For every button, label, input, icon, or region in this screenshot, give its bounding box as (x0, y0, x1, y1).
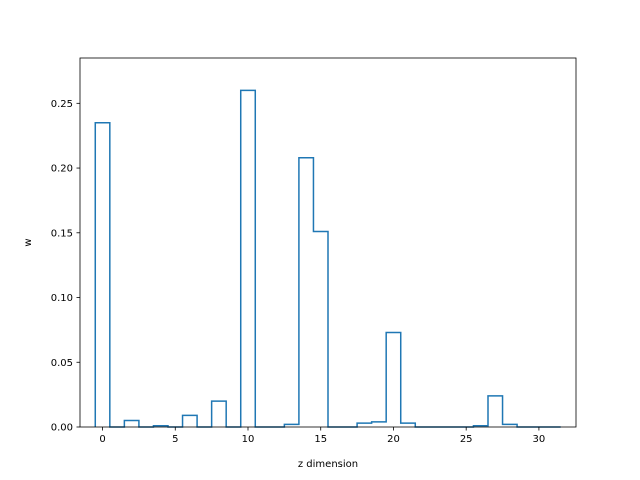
x-axis-ticks: 0 5 10 15 20 25 30 (99, 427, 545, 445)
x-axis-label: z dimension (298, 459, 358, 470)
y-axis-ticks: 0.00 0.05 0.10 0.15 0.20 0.25 (51, 99, 80, 434)
y-tick-label: 0.00 (51, 423, 73, 434)
y-tick-label: 0.05 (51, 358, 73, 369)
x-tick-label: 5 (172, 434, 178, 445)
y-tick-label: 0.10 (51, 293, 73, 304)
x-tick-label: 20 (387, 434, 400, 445)
step-series-line (94, 89, 561, 428)
x-tick-label: 15 (314, 434, 327, 445)
x-tick-label: 0 (99, 434, 105, 445)
x-tick-label: 10 (242, 434, 255, 445)
y-tick-label: 0.25 (51, 99, 73, 110)
y-tick-label: 0.20 (51, 164, 73, 175)
x-tick-label: 25 (460, 434, 473, 445)
y-axis-label: w (23, 238, 34, 246)
y-tick-label: 0.15 (51, 228, 73, 239)
plot-area-frame (79, 57, 577, 428)
x-tick-label: 30 (533, 434, 546, 445)
